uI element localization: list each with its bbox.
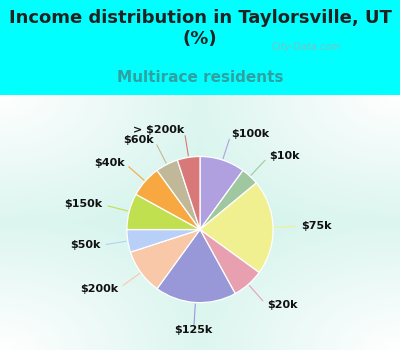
Wedge shape	[200, 230, 259, 294]
Text: $100k: $100k	[231, 129, 269, 139]
Text: $40k: $40k	[94, 158, 124, 168]
Wedge shape	[136, 170, 200, 230]
Text: Multirace residents: Multirace residents	[117, 70, 283, 85]
Wedge shape	[157, 160, 200, 230]
Wedge shape	[157, 230, 235, 303]
Wedge shape	[127, 194, 200, 230]
Text: $20k: $20k	[267, 300, 297, 310]
Text: Income distribution in Taylorsville, UT
(%): Income distribution in Taylorsville, UT …	[8, 9, 392, 48]
Wedge shape	[127, 230, 200, 252]
Wedge shape	[130, 230, 200, 289]
Text: $125k: $125k	[174, 325, 213, 335]
Wedge shape	[200, 156, 243, 230]
Wedge shape	[178, 156, 200, 230]
Wedge shape	[200, 170, 256, 230]
Text: $10k: $10k	[269, 151, 300, 161]
Text: $150k: $150k	[64, 199, 102, 210]
Text: City-Data.com: City-Data.com	[272, 42, 342, 52]
Text: $50k: $50k	[70, 240, 100, 250]
Text: $75k: $75k	[301, 222, 331, 231]
Wedge shape	[200, 183, 273, 273]
Text: $200k: $200k	[80, 284, 118, 294]
Text: $60k: $60k	[124, 135, 154, 145]
Text: > $200k: > $200k	[133, 125, 184, 135]
